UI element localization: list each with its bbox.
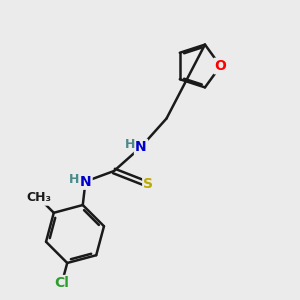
Text: H: H: [124, 138, 135, 151]
Text: Cl: Cl: [54, 276, 69, 290]
Text: N: N: [80, 175, 91, 188]
Text: O: O: [214, 59, 226, 73]
Text: CH₃: CH₃: [26, 191, 51, 204]
Text: S: S: [143, 178, 154, 191]
Text: N: N: [135, 140, 147, 154]
Text: H: H: [69, 172, 79, 186]
